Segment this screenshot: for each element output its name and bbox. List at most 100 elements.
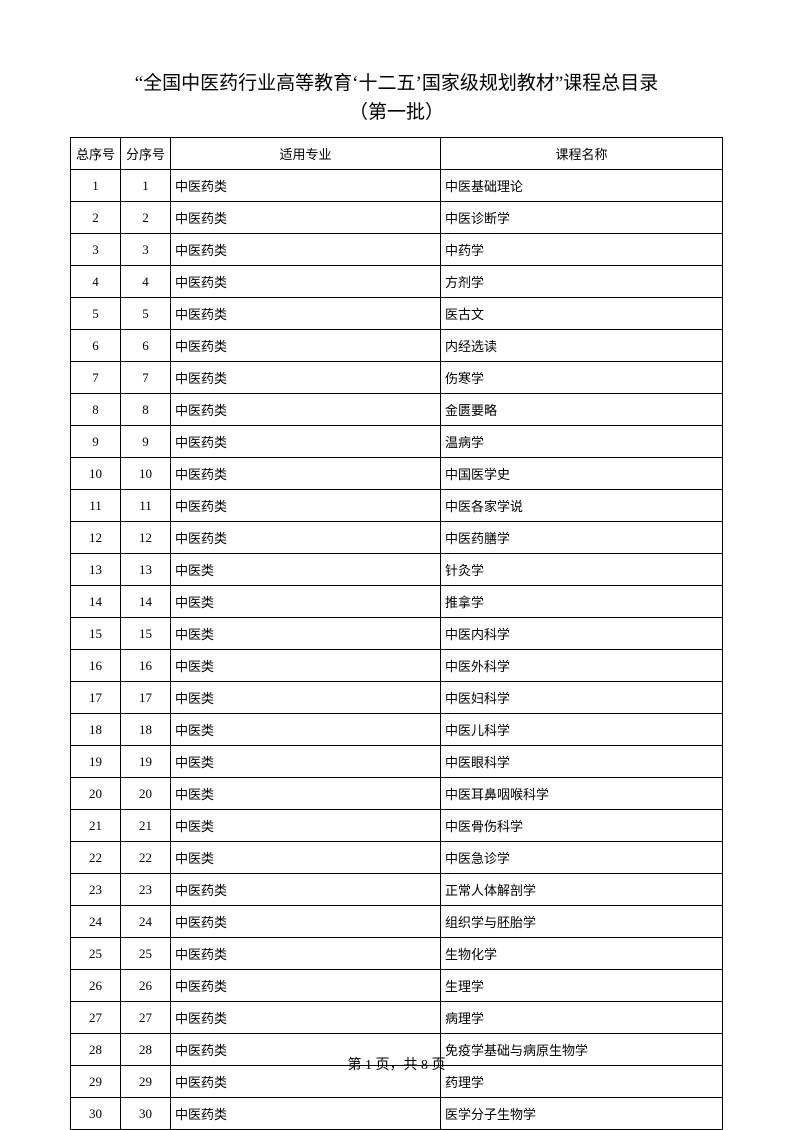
- cell-course: 中医各家学说: [441, 490, 723, 522]
- cell-sub-seq: 20: [121, 778, 171, 810]
- table-row: 22中医药类中医诊断学: [71, 202, 723, 234]
- cell-sub-seq: 4: [121, 266, 171, 298]
- cell-sub-seq: 8: [121, 394, 171, 426]
- cell-sub-seq: 22: [121, 842, 171, 874]
- cell-total-seq: 2: [71, 202, 121, 234]
- cell-major: 中医药类: [171, 1002, 441, 1034]
- cell-total-seq: 12: [71, 522, 121, 554]
- cell-total-seq: 11: [71, 490, 121, 522]
- cell-course: 温病学: [441, 426, 723, 458]
- table-row: 44中医药类方剂学: [71, 266, 723, 298]
- table-row: 2222中医类中医急诊学: [71, 842, 723, 874]
- cell-course: 中医外科学: [441, 650, 723, 682]
- cell-total-seq: 8: [71, 394, 121, 426]
- cell-total-seq: 27: [71, 1002, 121, 1034]
- cell-course: 针灸学: [441, 554, 723, 586]
- cell-sub-seq: 9: [121, 426, 171, 458]
- page-title: “全国中医药行业高等教育‘十二五’国家级规划教材”课程总目录 （第一批）: [70, 70, 723, 127]
- cell-course: 中医骨伤科学: [441, 810, 723, 842]
- cell-total-seq: 20: [71, 778, 121, 810]
- table-row: 1010中医药类中国医学史: [71, 458, 723, 490]
- cell-sub-seq: 5: [121, 298, 171, 330]
- table-body: 11中医药类中医基础理论22中医药类中医诊断学33中医药类中药学44中医药类方剂…: [71, 170, 723, 1130]
- cell-total-seq: 17: [71, 682, 121, 714]
- header-major: 适用专业: [171, 138, 441, 170]
- cell-course: 中医急诊学: [441, 842, 723, 874]
- table-header-row: 总序号 分序号 适用专业 课程名称: [71, 138, 723, 170]
- cell-sub-seq: 10: [121, 458, 171, 490]
- cell-total-seq: 23: [71, 874, 121, 906]
- cell-sub-seq: 30: [121, 1098, 171, 1130]
- cell-major: 中医药类: [171, 266, 441, 298]
- cell-major: 中医药类: [171, 874, 441, 906]
- cell-sub-seq: 14: [121, 586, 171, 618]
- cell-major: 中医类: [171, 746, 441, 778]
- cell-total-seq: 21: [71, 810, 121, 842]
- cell-total-seq: 26: [71, 970, 121, 1002]
- cell-course: 生物化学: [441, 938, 723, 970]
- cell-sub-seq: 1: [121, 170, 171, 202]
- table-row: 1919中医类中医眼科学: [71, 746, 723, 778]
- cell-total-seq: 16: [71, 650, 121, 682]
- cell-total-seq: 13: [71, 554, 121, 586]
- cell-total-seq: 18: [71, 714, 121, 746]
- cell-course: 中医内科学: [441, 618, 723, 650]
- title-line-2: （第一批）: [349, 102, 444, 123]
- cell-course: 伤寒学: [441, 362, 723, 394]
- table-row: 3030中医药类医学分子生物学: [71, 1098, 723, 1130]
- table-row: 1515中医类中医内科学: [71, 618, 723, 650]
- cell-course: 医古文: [441, 298, 723, 330]
- cell-major: 中医药类: [171, 970, 441, 1002]
- cell-sub-seq: 26: [121, 970, 171, 1002]
- table-row: 1717中医类中医妇科学: [71, 682, 723, 714]
- cell-total-seq: 30: [71, 1098, 121, 1130]
- cell-major: 中医类: [171, 586, 441, 618]
- cell-sub-seq: 19: [121, 746, 171, 778]
- cell-major: 中医药类: [171, 170, 441, 202]
- table-row: 1414中医类推拿学: [71, 586, 723, 618]
- cell-course: 中医诊断学: [441, 202, 723, 234]
- table-row: 2626中医药类生理学: [71, 970, 723, 1002]
- cell-sub-seq: 21: [121, 810, 171, 842]
- table-row: 1313中医类针灸学: [71, 554, 723, 586]
- table-row: 2727中医药类病理学: [71, 1002, 723, 1034]
- cell-course: 中药学: [441, 234, 723, 266]
- cell-sub-seq: 23: [121, 874, 171, 906]
- cell-major: 中医类: [171, 554, 441, 586]
- cell-sub-seq: 24: [121, 906, 171, 938]
- table-row: 1818中医类中医儿科学: [71, 714, 723, 746]
- cell-major: 中医类: [171, 810, 441, 842]
- cell-sub-seq: 27: [121, 1002, 171, 1034]
- cell-course: 方剂学: [441, 266, 723, 298]
- header-course: 课程名称: [441, 138, 723, 170]
- cell-course: 中医妇科学: [441, 682, 723, 714]
- cell-major: 中医药类: [171, 426, 441, 458]
- cell-sub-seq: 2: [121, 202, 171, 234]
- cell-major: 中医类: [171, 778, 441, 810]
- cell-course: 内经选读: [441, 330, 723, 362]
- cell-sub-seq: 15: [121, 618, 171, 650]
- cell-course: 正常人体解剖学: [441, 874, 723, 906]
- table-row: 11中医药类中医基础理论: [71, 170, 723, 202]
- header-total-seq: 总序号: [71, 138, 121, 170]
- cell-course: 中国医学史: [441, 458, 723, 490]
- cell-course: 推拿学: [441, 586, 723, 618]
- cell-course: 金匮要略: [441, 394, 723, 426]
- cell-sub-seq: 7: [121, 362, 171, 394]
- cell-total-seq: 6: [71, 330, 121, 362]
- cell-course: 中医儿科学: [441, 714, 723, 746]
- cell-course: 生理学: [441, 970, 723, 1002]
- cell-course: 中医药膳学: [441, 522, 723, 554]
- cell-total-seq: 5: [71, 298, 121, 330]
- cell-major: 中医类: [171, 682, 441, 714]
- cell-sub-seq: 11: [121, 490, 171, 522]
- page-footer: 第 1 页，共 8 页: [0, 1054, 793, 1074]
- cell-total-seq: 19: [71, 746, 121, 778]
- cell-major: 中医药类: [171, 202, 441, 234]
- cell-total-seq: 7: [71, 362, 121, 394]
- table-row: 2020中医类中医耳鼻咽喉科学: [71, 778, 723, 810]
- table-row: 77中医药类伤寒学: [71, 362, 723, 394]
- table-row: 2323中医药类正常人体解剖学: [71, 874, 723, 906]
- cell-course: 病理学: [441, 1002, 723, 1034]
- cell-major: 中医药类: [171, 394, 441, 426]
